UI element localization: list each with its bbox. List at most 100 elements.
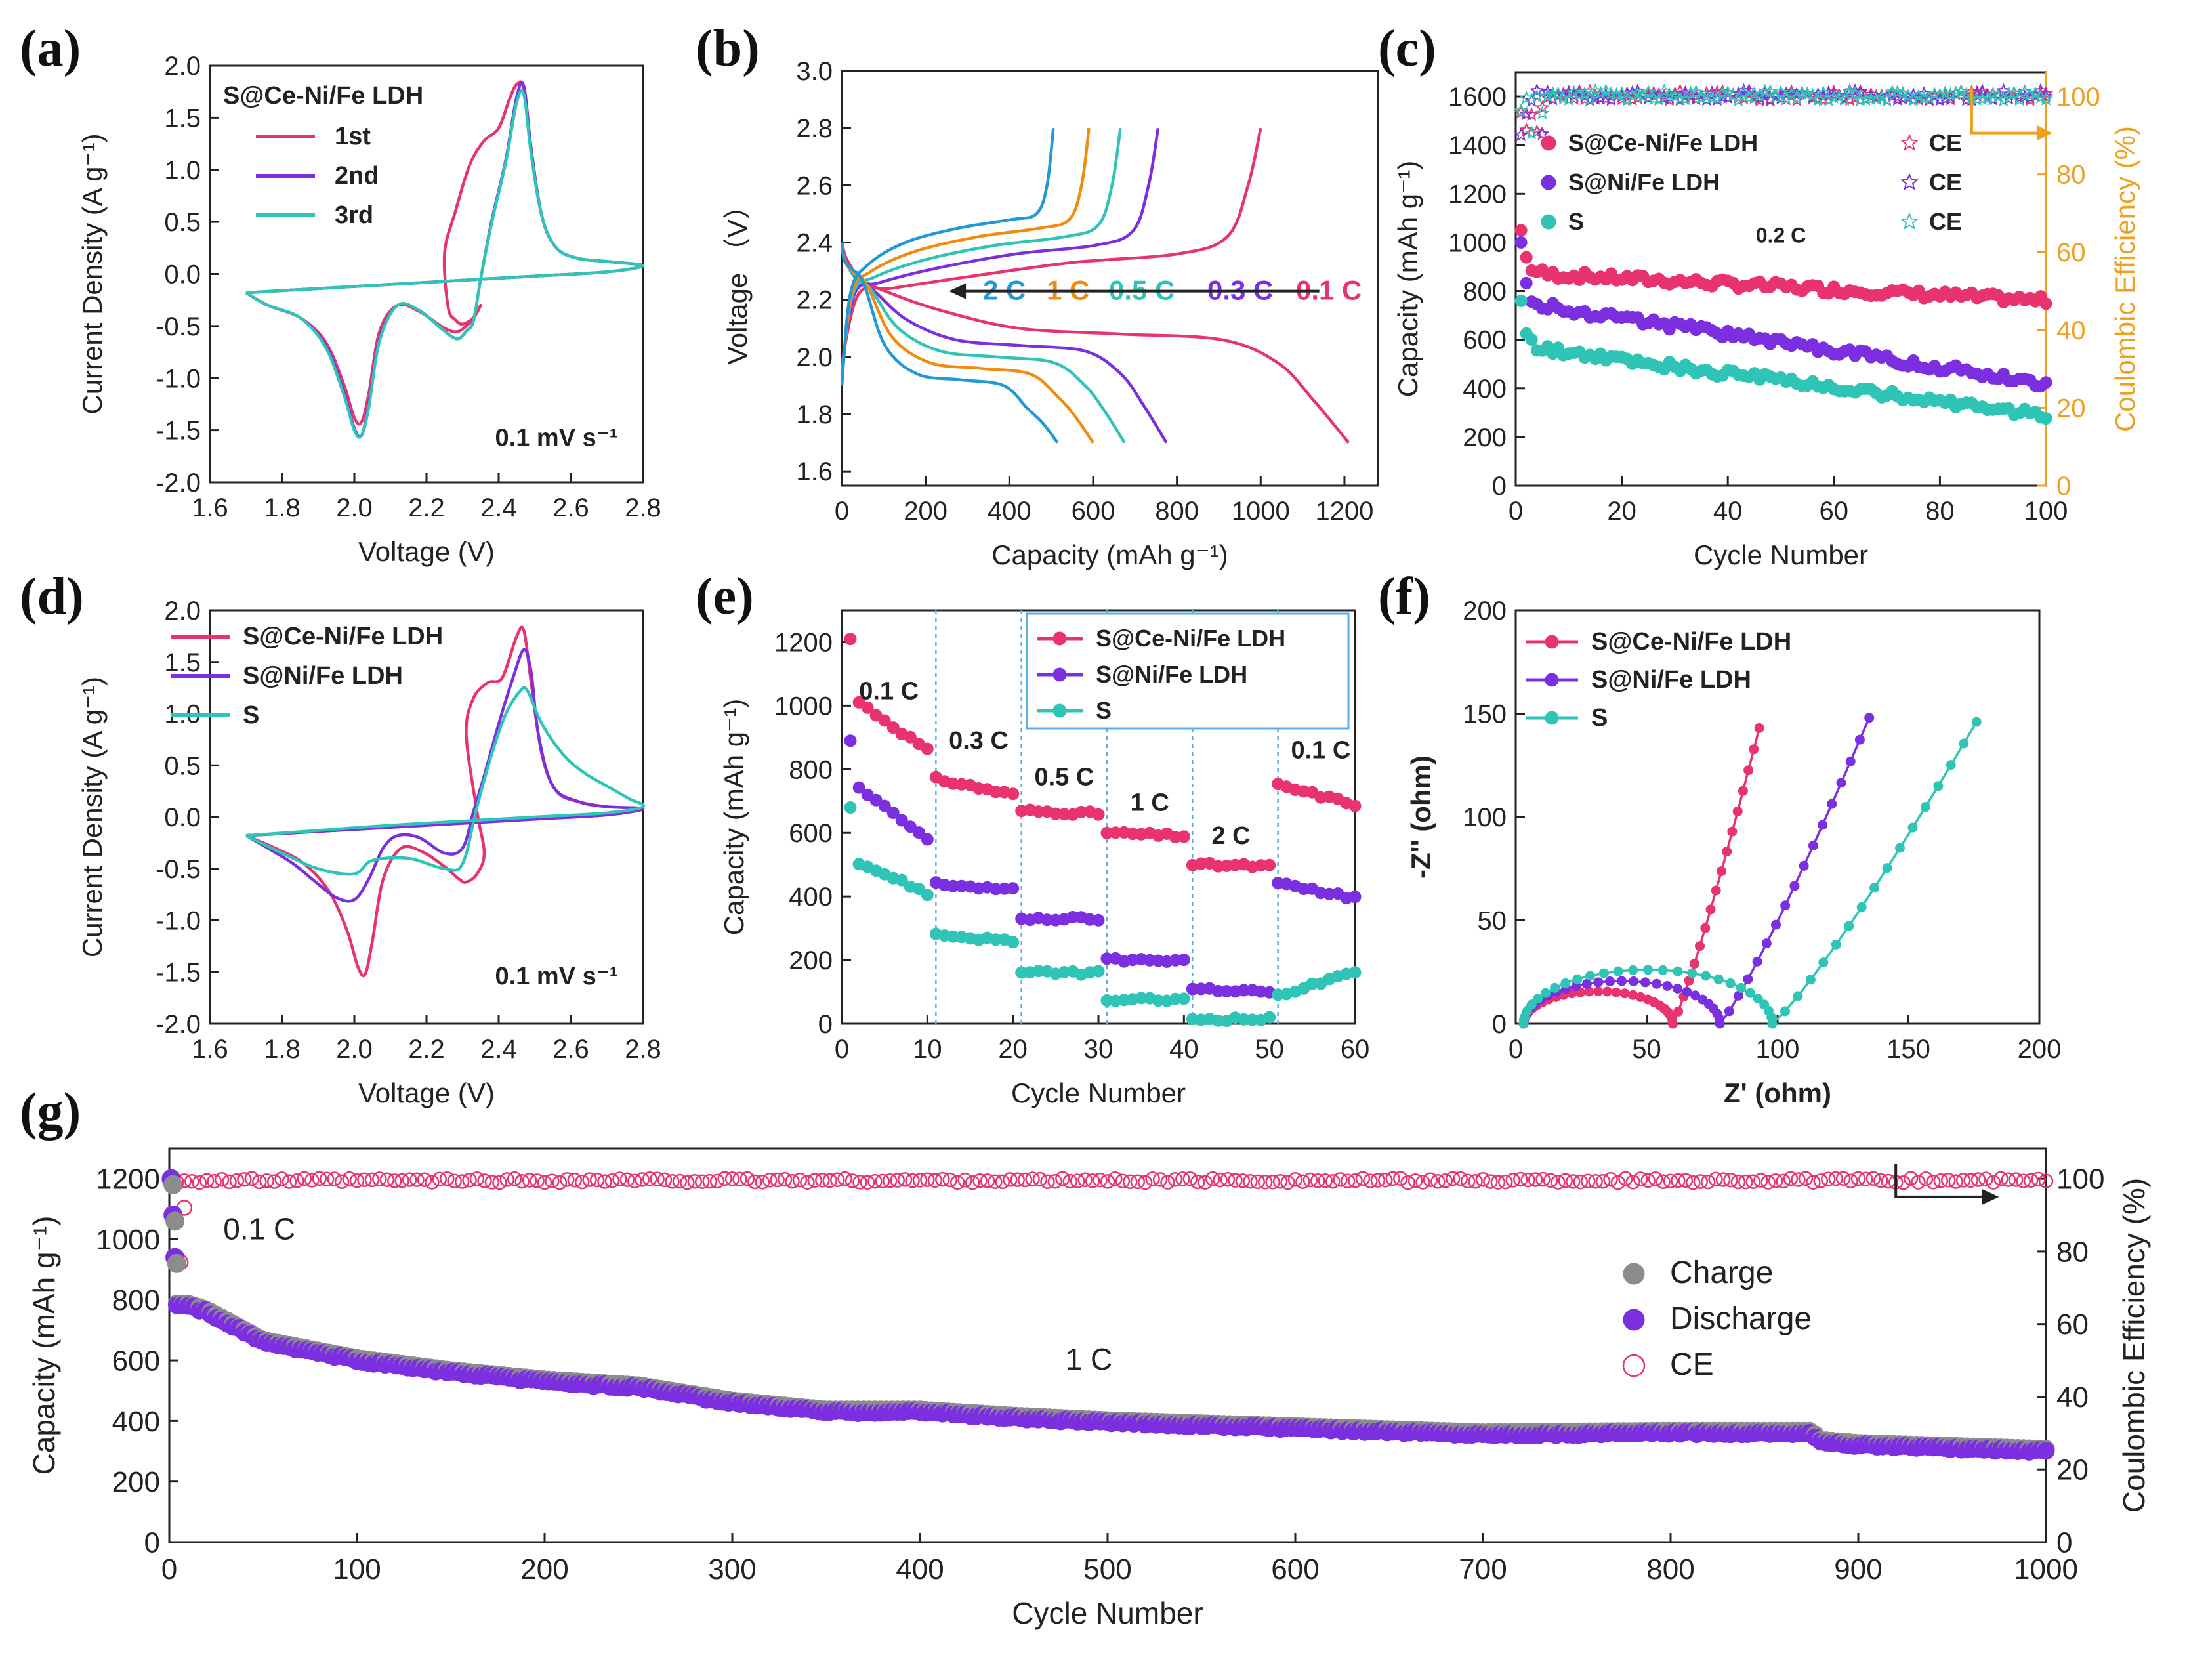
ce-point xyxy=(1182,1171,1198,1186)
legend-label: S xyxy=(243,702,259,729)
ce-point xyxy=(1475,1172,1491,1187)
x-tick-label: 2.6 xyxy=(552,494,589,522)
y-tick-label: 2.6 xyxy=(796,171,833,200)
ce-point xyxy=(1806,1175,1821,1190)
nyquist-point xyxy=(1673,984,1683,994)
nyquist-point xyxy=(1767,1018,1778,1029)
ce-point xyxy=(514,1173,530,1189)
y-tick-label: 400 xyxy=(112,1406,160,1438)
ce-point xyxy=(2001,85,2016,100)
x-tick-label: 2.4 xyxy=(480,1035,517,1064)
nyquist-point xyxy=(1673,1006,1684,1017)
x-tick-label: 400 xyxy=(896,1553,944,1586)
nyquist-point xyxy=(1743,765,1754,776)
nyquist-point xyxy=(1844,921,1854,931)
x-tick-label: 2.0 xyxy=(336,494,373,522)
panel-c: 0 20 40 60 80 1000200400600800100012001400160… xyxy=(1378,20,2140,570)
nyquist-point xyxy=(1598,968,1609,978)
nyquist-point xyxy=(1933,781,1944,791)
legend-marker xyxy=(1545,635,1559,649)
y-tick-label: -2.0 xyxy=(156,1010,201,1039)
legend-label: S@Ce-Ni/Fe LDH xyxy=(243,623,443,650)
ce-point xyxy=(762,1173,778,1188)
x-tick-label: 60 xyxy=(1341,1035,1370,1064)
ce-point xyxy=(1235,1173,1251,1188)
y-tick-label: 50 xyxy=(1478,907,1507,936)
nyquist-point xyxy=(1799,860,1809,871)
y2-axis-title: Coulombic Efficiency (%) xyxy=(2110,126,2140,432)
y2-tick-label: 0 xyxy=(2056,472,2071,501)
ce-point xyxy=(1865,1171,1881,1186)
ce-point xyxy=(386,1173,402,1188)
ce-point xyxy=(927,1173,943,1188)
legend-label: CE xyxy=(1670,1347,1714,1382)
panel-label: (g) xyxy=(20,1083,81,1141)
ce-point xyxy=(905,1173,920,1188)
x-tick-label: 2.2 xyxy=(408,494,445,522)
legend-label: 2nd xyxy=(335,162,379,190)
ce-point xyxy=(1257,1175,1273,1190)
charge-curve-2 C xyxy=(840,127,1055,386)
ce-point xyxy=(957,1173,972,1188)
ce-point xyxy=(1400,1175,1415,1190)
y2-tick-label: 80 xyxy=(2056,161,2086,190)
ce-point xyxy=(717,1171,732,1186)
ce-point xyxy=(1614,85,1629,100)
ce-point xyxy=(635,1172,650,1187)
nyquist-point xyxy=(1673,966,1683,976)
y-tick-label: 400 xyxy=(789,883,833,912)
x-tick-label: 30 xyxy=(1084,1035,1114,1064)
nyquist-point xyxy=(1526,999,1537,1010)
ce-point xyxy=(1662,90,1677,104)
ce-point xyxy=(890,1173,905,1188)
ce-point xyxy=(1430,1174,1446,1189)
nyquist-point xyxy=(1593,986,1604,997)
nyquist-point xyxy=(1818,957,1829,968)
ce-point xyxy=(237,1171,252,1187)
capacity-point xyxy=(1514,294,1528,307)
ce-point xyxy=(1302,1172,1318,1188)
ce-point xyxy=(507,1171,522,1186)
ce-point xyxy=(852,1175,867,1190)
x-tick-label: 400 xyxy=(988,497,1031,526)
ce-point xyxy=(304,1173,320,1188)
ce-point xyxy=(897,1172,913,1187)
ce-point xyxy=(627,1173,642,1189)
ce-point xyxy=(545,1173,560,1188)
ce-point xyxy=(1438,1173,1453,1188)
rate-label: 1 C xyxy=(1131,789,1169,816)
ce-point xyxy=(1760,1175,1776,1190)
nyquist-point xyxy=(1780,900,1791,911)
ce-point xyxy=(297,1171,312,1186)
nyquist-point xyxy=(1743,974,1753,984)
ce-point xyxy=(1640,1173,1656,1188)
initial-cycle-point xyxy=(165,1211,185,1231)
nyquist-point xyxy=(1611,987,1621,998)
ce-point xyxy=(1190,1174,1205,1190)
y-tick-label: 200 xyxy=(1463,597,1507,625)
ce-point xyxy=(1826,90,1841,104)
ce-point xyxy=(1610,1175,1626,1190)
rate-point xyxy=(1007,882,1020,895)
y-tick-label: 100 xyxy=(1463,803,1507,832)
ce-point xyxy=(244,1171,260,1186)
ce-point xyxy=(477,1173,492,1188)
y-axis-title: Current Density (A g⁻¹) xyxy=(77,133,108,414)
ce-point xyxy=(1850,1171,1866,1186)
ce-point xyxy=(440,1171,455,1186)
ce-point xyxy=(1123,1174,1138,1190)
ce-point xyxy=(1145,1171,1160,1186)
ce-point xyxy=(1093,1172,1108,1188)
rate-point xyxy=(921,742,934,755)
ce-point xyxy=(1791,1172,1806,1187)
y-tick-label: 1000 xyxy=(774,692,833,721)
rate-point xyxy=(921,889,934,902)
x-tick-label: 300 xyxy=(708,1553,756,1586)
ce-point xyxy=(1896,1175,1911,1190)
scan-rate-label: 0.1 mV s⁻¹ xyxy=(495,963,618,990)
x-axis-title: Cycle Number xyxy=(1694,539,1868,570)
x-tick-label: 200 xyxy=(904,497,948,526)
ce-point xyxy=(184,1173,199,1189)
y-tick-label: 1400 xyxy=(1448,131,1507,160)
x-axis-title: Voltage (V) xyxy=(358,536,495,567)
